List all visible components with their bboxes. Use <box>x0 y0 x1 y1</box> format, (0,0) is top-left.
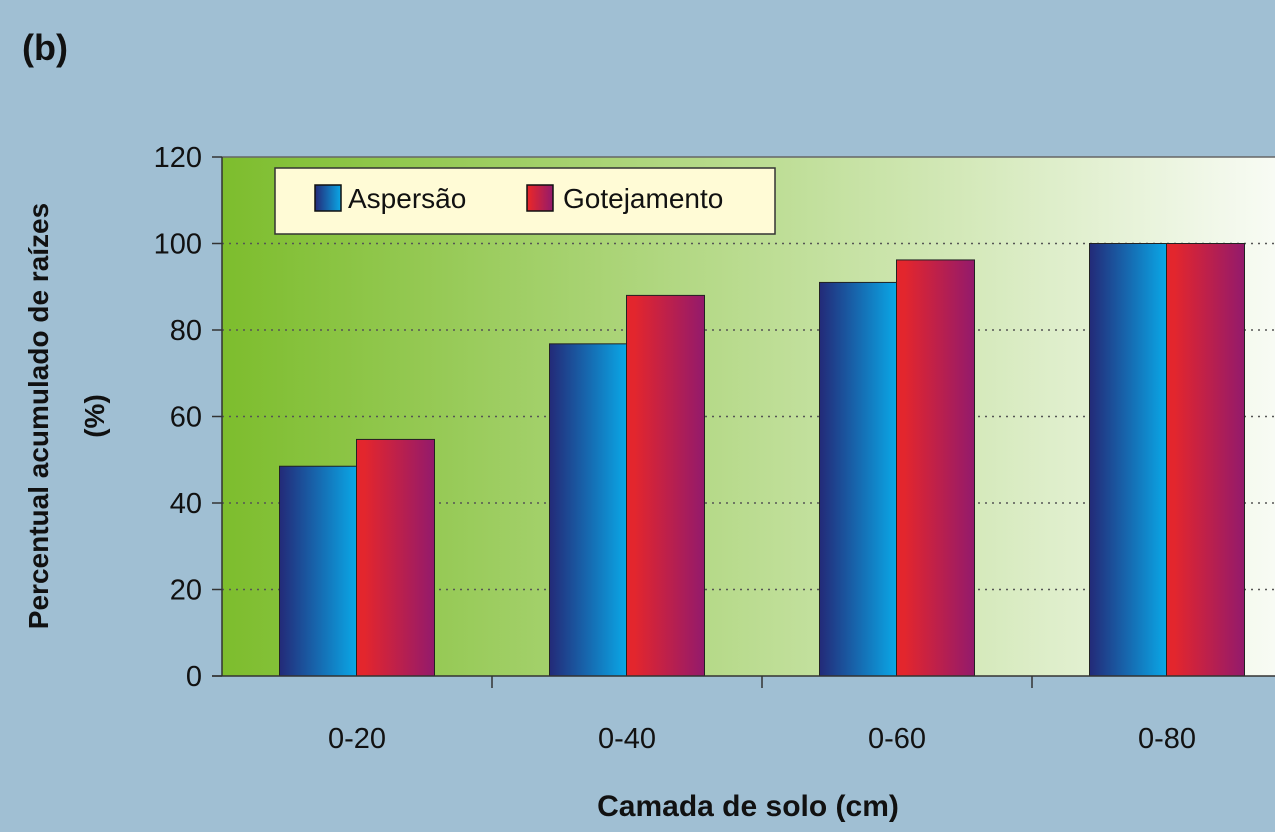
x-ticks: 0-20 0-40 0-60 0-80 <box>328 676 1196 755</box>
bar-gotejamento-0-40 <box>626 294 705 677</box>
legend-swatch-gotejamento <box>526 184 554 212</box>
x-tick-label-0-80: 0-80 <box>1138 723 1196 755</box>
y-tick-label-80: 80 <box>170 315 202 347</box>
bar-gotejamento-0-20 <box>356 438 435 677</box>
panel-label: (b) <box>22 27 68 68</box>
bar-aspersao-0-20 <box>279 465 357 677</box>
bar-aspersao-0-80 <box>1089 243 1167 677</box>
x-tick-label-0-20: 0-20 <box>328 723 386 755</box>
legend-swatch-aspersao <box>314 184 342 212</box>
y-tick-label-60: 60 <box>170 402 202 434</box>
x-axis-title: Camada de solo (cm) <box>597 790 899 823</box>
y-tick-label-100: 100 <box>154 229 202 261</box>
y-tick-label-40: 40 <box>170 488 202 520</box>
bar-aspersao-0-60 <box>819 281 897 677</box>
legend-box <box>274 167 776 235</box>
x-tick-label-0-40: 0-40 <box>598 723 656 755</box>
y-tick-label-20: 20 <box>170 575 202 607</box>
bar-gotejamento-0-80 <box>1166 243 1245 677</box>
bars <box>279 243 1245 677</box>
y-axis-title: Percentual acumulado de raízes (%) <box>23 203 110 629</box>
x-tick-label-0-60: 0-60 <box>868 723 926 755</box>
y-axis-title-line1: Percentual acumulado de raízes <box>23 203 54 629</box>
legend-label-gotejamento: Gotejamento <box>563 183 723 214</box>
legend-label-aspersao: Aspersão <box>348 183 466 214</box>
y-tick-label-120: 120 <box>154 142 202 174</box>
y-axis-title-line2: (%) <box>79 394 110 438</box>
legend: Aspersão Gotejamento <box>274 167 776 235</box>
y-ticks: 0 20 40 60 80 100 120 <box>154 142 222 693</box>
bar-aspersao-0-40 <box>549 343 627 677</box>
y-tick-label-0: 0 <box>186 661 202 693</box>
bar-gotejamento-0-60 <box>896 259 975 677</box>
